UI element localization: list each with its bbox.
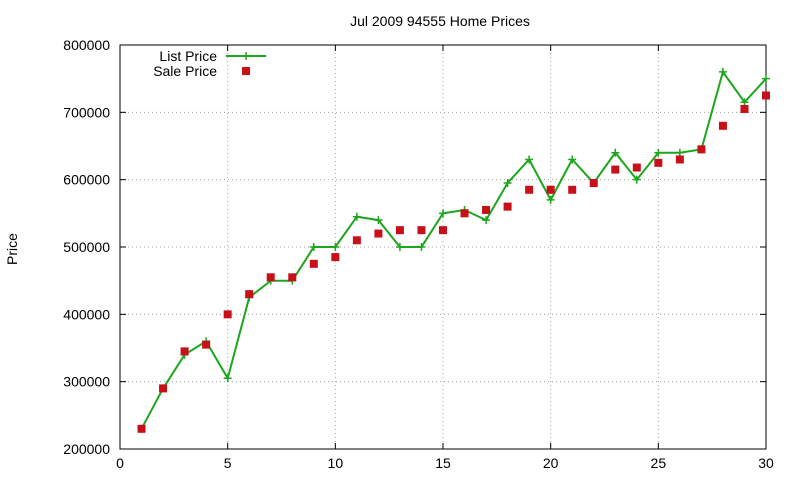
sale-price-point: [439, 226, 447, 235]
x-tick-label: 0: [116, 455, 124, 471]
sale-price-point: [288, 273, 297, 282]
list-price-point: [718, 67, 727, 76]
sale-price-point: [331, 253, 340, 262]
x-tick-label: 30: [758, 455, 774, 471]
chart-title: Jul 2009 94555 Home Prices: [350, 13, 530, 29]
sale-price-point: [202, 340, 211, 349]
plot-area-border: [119, 44, 767, 450]
sale-price-point: [718, 121, 727, 130]
sale-price-point: [632, 163, 641, 172]
sale-price-point: [223, 310, 232, 319]
sale-price-point: [460, 209, 469, 218]
legend-label-sale-price: Sale Price: [153, 63, 217, 79]
x-tick-label: 15: [435, 455, 451, 471]
y-tick-label: 600000: [63, 172, 110, 188]
sale-price-point: [180, 347, 189, 356]
series-line-list-price: [140, 69, 767, 430]
y-tick-label: 700000: [63, 104, 110, 120]
y-axis-label: Price: [4, 233, 20, 265]
sale-price-point: [589, 179, 598, 188]
y-tick-label: 300000: [63, 374, 110, 390]
y-tick-label: 400000: [63, 306, 110, 322]
list-price-point: [374, 216, 383, 225]
list-price-point: [611, 148, 620, 157]
legend: List Price Sale Price: [153, 48, 266, 79]
sale-price-point: [697, 145, 706, 154]
sale-price-point: [482, 205, 491, 214]
sale-price-point: [417, 226, 426, 235]
list-price-point: [503, 179, 512, 188]
grid-lines: [120, 45, 766, 449]
sale-price-point: [245, 290, 254, 299]
y-tick-label: 500000: [63, 239, 110, 255]
sale-price-point: [374, 229, 383, 238]
list-price-point: [525, 155, 534, 164]
list-price-point: [482, 216, 491, 225]
list-price-point: [395, 243, 404, 251]
list-price-point: [632, 175, 641, 184]
y-tick-label: 200000: [63, 441, 110, 457]
y-tick-label: 800000: [63, 37, 110, 53]
sale-price-point: [309, 259, 318, 268]
list-price-point: [654, 148, 663, 157]
list-price-point: [740, 98, 749, 107]
sale-price-point: [525, 185, 534, 194]
sale-price-point: [503, 202, 512, 211]
list-price-point: [762, 74, 770, 83]
sale-price-point: [675, 155, 684, 164]
list-price-point: [223, 374, 232, 383]
sale-price-point: [740, 104, 749, 113]
list-price-point: [352, 212, 361, 221]
axis-ticks: 0 5 10 15 20 25 30 200000 300000 400000 500000 6000…: [63, 37, 774, 471]
sale-price-point: [568, 185, 577, 194]
legend-label-list-price: List Price: [159, 48, 217, 64]
sale-price-point: [611, 165, 620, 174]
legend-marker-list-price: [242, 52, 250, 60]
x-tick-label: 20: [543, 455, 559, 471]
sale-price-point: [654, 158, 663, 167]
data-series: [137, 67, 770, 433]
list-price-point: [546, 195, 555, 204]
x-tick-label: 5: [224, 455, 232, 471]
list-price-point: [309, 243, 318, 251]
x-tick-label: 25: [651, 455, 667, 471]
sale-price-point: [546, 185, 555, 194]
list-price-point: [331, 243, 340, 251]
list-price-point: [439, 209, 447, 218]
sale-price-point: [159, 384, 168, 393]
legend-marker-sale-price: [242, 67, 250, 75]
sale-price-point: [395, 226, 404, 235]
list-price-point: [675, 148, 684, 157]
sale-price-point: [137, 424, 146, 433]
x-tick-label: 10: [328, 455, 344, 471]
sale-price-point: [762, 91, 770, 100]
list-price-point: [568, 155, 577, 164]
list-price-point: [417, 243, 426, 251]
sale-price-point: [352, 236, 361, 245]
sale-price-point: [266, 273, 275, 282]
